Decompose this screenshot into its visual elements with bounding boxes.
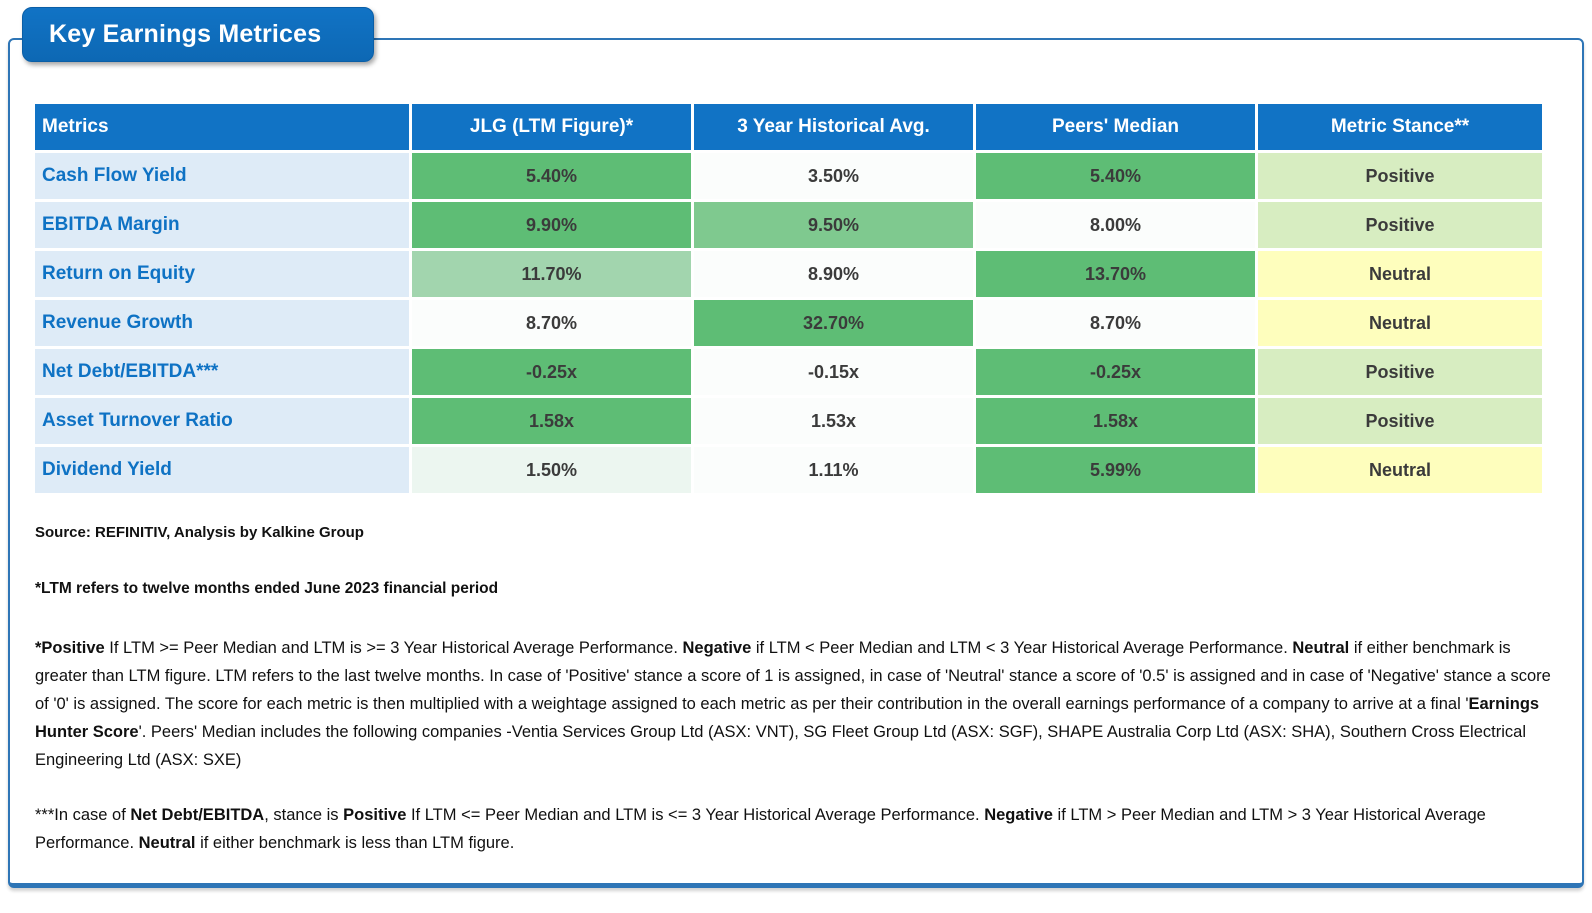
jlg-value-cell: 5.40% <box>412 153 691 199</box>
hist-avg-value-cell: 1.11% <box>694 447 973 493</box>
metric-label: Revenue Growth <box>35 300 409 346</box>
key-earnings-table: Metrics JLG (LTM Figure)* 3 Year Histori… <box>35 104 1542 493</box>
hist-avg-value-cell: 1.53x <box>694 398 973 444</box>
metric-stance-cell: Positive <box>1258 398 1542 444</box>
metric-label: Net Debt/EBITDA*** <box>35 349 409 395</box>
column-header-jlg-ltm: JLG (LTM Figure)* <box>412 104 691 150</box>
peers-median-value-cell: 8.70% <box>976 300 1255 346</box>
metric-label: Dividend Yield <box>35 447 409 493</box>
jlg-value-cell: 8.70% <box>412 300 691 346</box>
metric-stance-cell: Positive <box>1258 349 1542 395</box>
metric-stance-cell: Neutral <box>1258 251 1542 297</box>
metric-stance-cell: Positive <box>1258 202 1542 248</box>
metric-stance-cell: Neutral <box>1258 447 1542 493</box>
hist-avg-value-cell: 32.70% <box>694 300 973 346</box>
jlg-value-cell: 1.58x <box>412 398 691 444</box>
peers-median-value-cell: -0.25x <box>976 349 1255 395</box>
peers-median-value-cell: 5.99% <box>976 447 1255 493</box>
column-header-metric-stance: Metric Stance** <box>1258 104 1542 150</box>
metric-stance-cell: Neutral <box>1258 300 1542 346</box>
page-title-label: Key Earnings Metrices <box>49 20 322 48</box>
footnotes: Source: REFINITIV, Analysis by Kalkine G… <box>35 524 1557 857</box>
jlg-value-cell: 1.50% <box>412 447 691 493</box>
metric-label: EBITDA Margin <box>35 202 409 248</box>
jlg-value-cell: 11.70% <box>412 251 691 297</box>
metric-label: Asset Turnover Ratio <box>35 398 409 444</box>
ltm-note: *LTM refers to twelve months ended June … <box>35 580 499 597</box>
peers-median-value-cell: 13.70% <box>976 251 1255 297</box>
peers-median-value-cell: 5.40% <box>976 153 1255 199</box>
column-header-peers-median: Peers' Median <box>976 104 1255 150</box>
source-note: Source: REFINITIV, Analysis by Kalkine G… <box>35 524 364 541</box>
jlg-value-cell: -0.25x <box>412 349 691 395</box>
hist-avg-value-cell: 3.50% <box>694 153 973 199</box>
column-header-3yr-avg: 3 Year Historical Avg. <box>694 104 973 150</box>
peers-median-value-cell: 8.00% <box>976 202 1255 248</box>
metric-stance-cell: Positive <box>1258 153 1542 199</box>
peers-median-value-cell: 1.58x <box>976 398 1255 444</box>
metric-label: Return on Equity <box>35 251 409 297</box>
stance-definition-note: *Positive If LTM >= Peer Median and LTM … <box>35 639 1551 769</box>
card-content: Metrics JLG (LTM Figure)* 3 Year Histori… <box>10 104 1582 857</box>
hist-avg-value-cell: 8.90% <box>694 251 973 297</box>
jlg-value-cell: 9.90% <box>412 202 691 248</box>
page-title: Key Earnings Metrices <box>22 7 374 62</box>
metric-label: Cash Flow Yield <box>35 153 409 199</box>
report-card: Metrics JLG (LTM Figure)* 3 Year Histori… <box>8 38 1584 888</box>
column-header-metrics: Metrics <box>35 104 409 150</box>
net-debt-definition-note: ***In case of Net Debt/EBITDA, stance is… <box>35 806 1486 852</box>
hist-avg-value-cell: -0.15x <box>694 349 973 395</box>
hist-avg-value-cell: 9.50% <box>694 202 973 248</box>
